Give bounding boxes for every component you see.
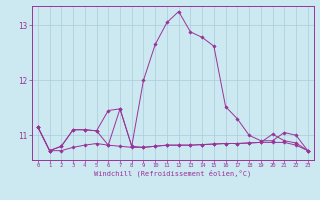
X-axis label: Windchill (Refroidissement éolien,°C): Windchill (Refroidissement éolien,°C) bbox=[94, 170, 252, 177]
